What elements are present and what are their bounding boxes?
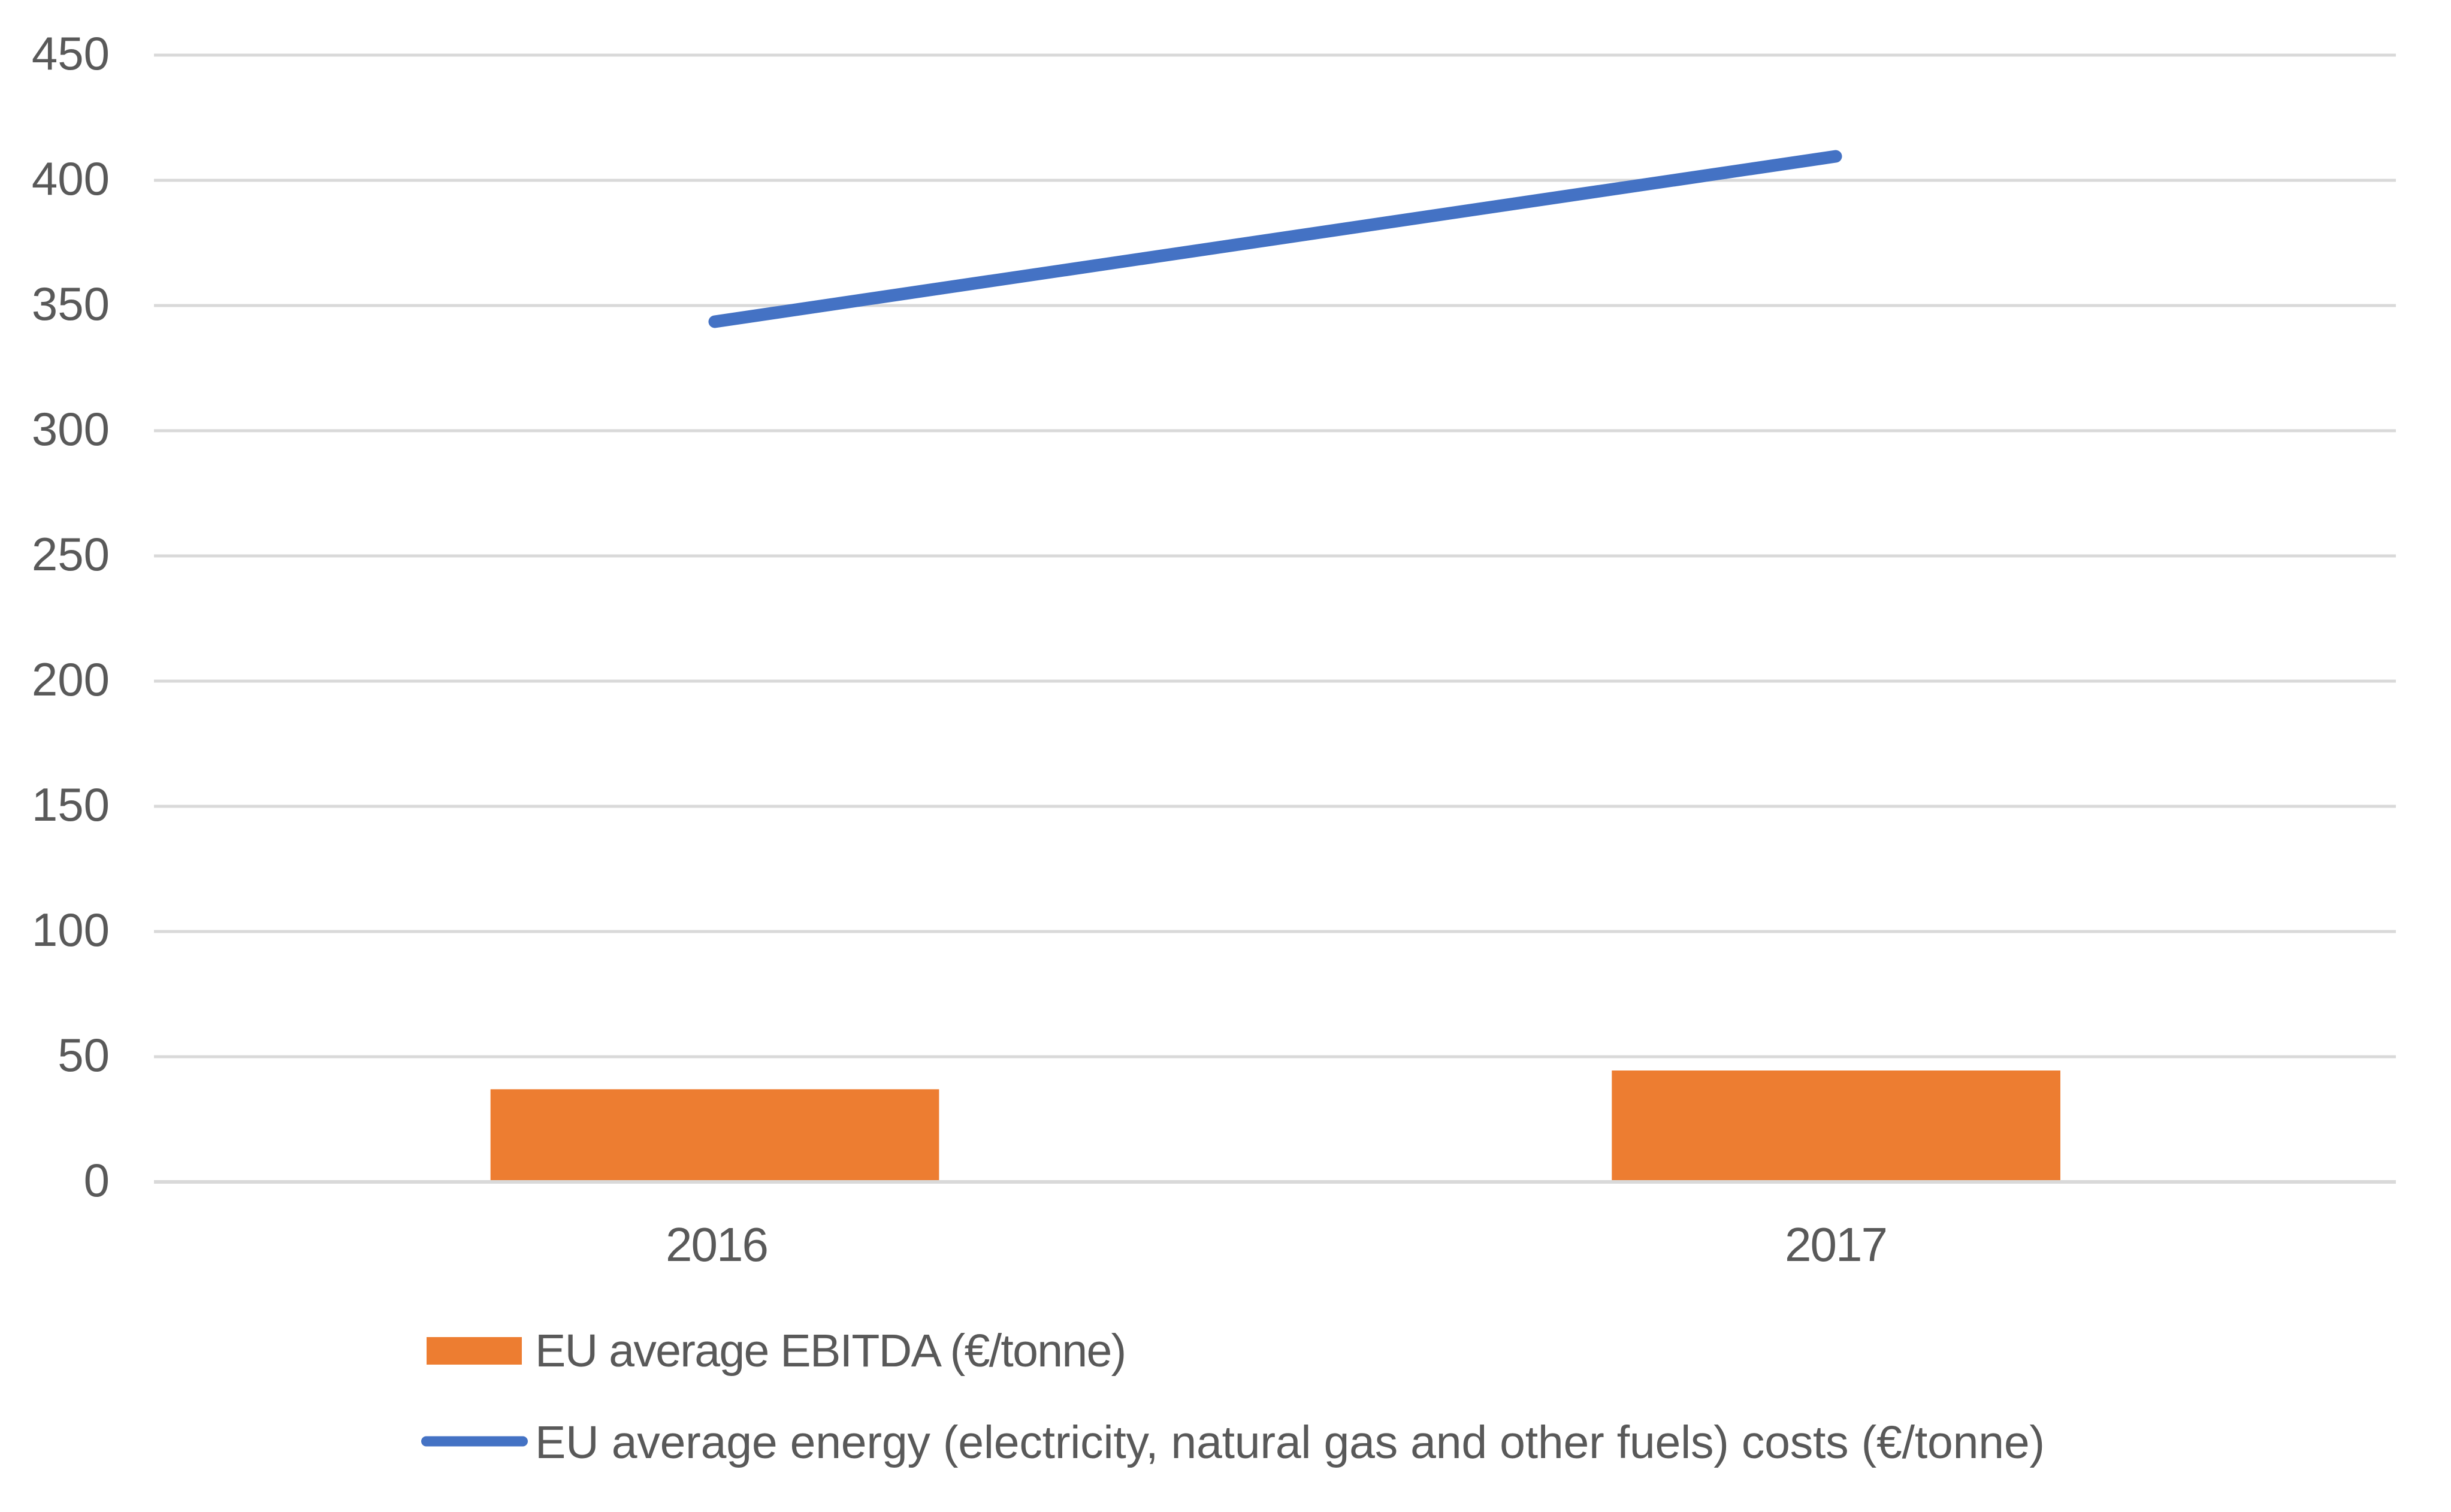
svg-text:50: 50 bbox=[58, 1029, 110, 1081]
svg-text:300: 300 bbox=[32, 403, 110, 455]
svg-text:100: 100 bbox=[32, 903, 110, 956]
svg-text:350: 350 bbox=[32, 277, 110, 330]
svg-text:EU average energy (electricity: EU average energy (electricity, natural … bbox=[535, 1417, 2045, 1468]
svg-text:450: 450 bbox=[32, 27, 110, 80]
svg-text:150: 150 bbox=[32, 778, 110, 831]
svg-text:0: 0 bbox=[84, 1154, 110, 1206]
svg-text:200: 200 bbox=[32, 653, 110, 706]
svg-text:250: 250 bbox=[32, 528, 110, 580]
svg-text:2017: 2017 bbox=[1785, 1218, 1887, 1271]
svg-text:400: 400 bbox=[32, 152, 110, 205]
svg-text:2016: 2016 bbox=[666, 1218, 767, 1271]
svg-text:EU average EBITDA (€/tonne): EU average EBITDA (€/tonne) bbox=[535, 1325, 1126, 1377]
